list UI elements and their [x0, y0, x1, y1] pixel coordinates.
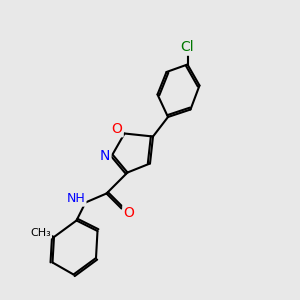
Text: CH₃: CH₃: [30, 227, 51, 238]
Text: Cl: Cl: [181, 40, 194, 54]
Text: N: N: [100, 149, 110, 163]
Text: NH: NH: [67, 192, 85, 206]
Text: O: O: [112, 122, 122, 136]
Text: O: O: [124, 206, 134, 220]
